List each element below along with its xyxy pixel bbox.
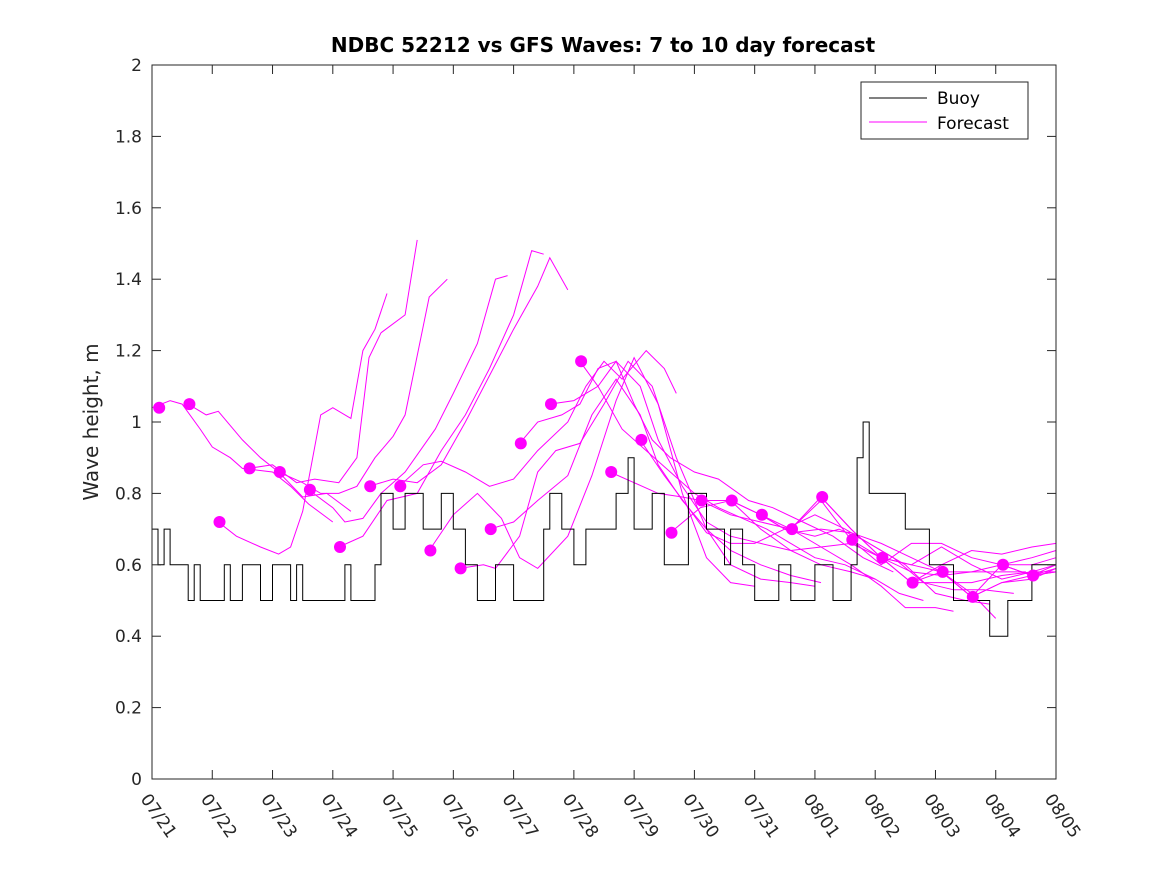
forecast-marker xyxy=(213,516,226,528)
buoy-line xyxy=(152,421,1056,637)
forecast-lines xyxy=(151,239,1057,619)
x-tick-label: 07/26 xyxy=(437,790,481,842)
forecast-run-line xyxy=(639,439,990,605)
forecast-run-line xyxy=(151,400,334,523)
x-tick-label: 07/30 xyxy=(678,790,722,842)
plot-area xyxy=(151,64,1057,780)
y-tick-label: 2 xyxy=(131,56,142,76)
x-tick-label: 08/05 xyxy=(1040,790,1084,842)
forecast-marker xyxy=(424,544,437,557)
forecast-marker xyxy=(906,576,919,589)
x-tick-label: 07/23 xyxy=(256,790,300,842)
x-tick-label: 07/28 xyxy=(558,790,602,842)
forecast-marker xyxy=(997,558,1009,571)
forecast-marker xyxy=(755,508,768,521)
y-tick-label: 1.2 xyxy=(115,342,142,362)
y-tick-label: 1 xyxy=(131,413,142,433)
x-tick-label: 08/03 xyxy=(919,790,963,842)
forecast-run-line xyxy=(459,360,815,587)
legend-buoy-label: Buoy xyxy=(937,89,980,109)
forecast-marker xyxy=(665,526,678,539)
forecast-marker xyxy=(334,541,346,553)
forecast-run-line xyxy=(398,349,677,487)
forecast-marker xyxy=(484,523,497,536)
x-tick-label: 07/22 xyxy=(196,790,240,842)
x-tick-label: 08/02 xyxy=(859,790,903,842)
x-tick-label: 07/27 xyxy=(498,790,542,842)
forecast-marker xyxy=(936,565,949,578)
forecast-marker xyxy=(243,462,256,475)
forecast-marker xyxy=(575,355,588,368)
forecast-run-line xyxy=(609,471,954,612)
x-tick-label: 07/25 xyxy=(377,790,421,842)
forecast-marker xyxy=(514,437,527,450)
legend-box xyxy=(860,81,1029,140)
forecast-marker xyxy=(273,466,286,478)
x-tick-label: 07/24 xyxy=(317,790,361,842)
forecast-run-line xyxy=(308,275,508,523)
legend-forecast-label: Forecast xyxy=(937,114,1009,134)
buoy-series-line xyxy=(152,421,1056,637)
y-tick-label: 0.8 xyxy=(115,484,142,504)
forecast-run-line xyxy=(760,496,1057,580)
forecast-marker xyxy=(816,491,829,503)
y-tick-label: 1.4 xyxy=(115,270,142,290)
forecast-run-line xyxy=(428,356,755,587)
forecast-marker xyxy=(876,551,889,564)
forecast-marker xyxy=(183,398,196,411)
forecast-marker xyxy=(725,494,738,507)
forecast-marker xyxy=(1027,569,1040,582)
forecast-run-line xyxy=(519,360,876,580)
y-tick-label: 0.2 xyxy=(115,699,142,719)
forecast-markers xyxy=(153,355,1040,603)
forecast-marker xyxy=(545,398,557,411)
forecast-marker xyxy=(605,466,618,478)
forecast-marker xyxy=(303,483,316,496)
plot-background xyxy=(152,65,1056,779)
x-tick-label: 08/04 xyxy=(980,790,1024,842)
x-tick-label: 07/31 xyxy=(739,790,783,842)
x-tick-label: 08/01 xyxy=(799,790,843,842)
forecast-marker xyxy=(454,562,467,575)
y-tick-label: 1.8 xyxy=(115,127,142,147)
forecast-run-line xyxy=(549,360,894,573)
x-tick-label: 07/21 xyxy=(136,790,180,842)
forecast-marker xyxy=(846,533,859,546)
forecast-marker xyxy=(635,433,648,446)
chart-title: NDBC 52212 vs GFS Waves: 7 to 10 day for… xyxy=(331,33,876,57)
forecast-marker xyxy=(786,523,798,536)
x-tick-label: 07/29 xyxy=(618,790,662,842)
forecast-marker xyxy=(695,494,708,507)
forecast-marker xyxy=(153,401,166,414)
forecast-marker xyxy=(394,480,407,493)
y-axis: 0 0.2 0.4 0.6 0.8 1 1.2 1.4 1.6 1.8 2 xyxy=(115,56,1056,790)
forecast-marker xyxy=(364,480,377,493)
legend: Buoy Forecast xyxy=(860,81,1029,140)
forecast-run-line xyxy=(489,378,822,584)
forecast-run-line xyxy=(338,249,544,548)
y-tick-label: 1.6 xyxy=(115,199,142,219)
forecast-run-line xyxy=(217,293,388,555)
y-tick-label: 0.4 xyxy=(115,627,142,647)
y-tick-label: 0.6 xyxy=(115,556,142,576)
forecast-run-line xyxy=(790,499,1057,566)
y-axis-label: Wave height, m xyxy=(79,343,103,500)
forecast-run-line xyxy=(187,403,352,512)
y-tick-label: 0 xyxy=(131,770,142,790)
forecast-marker xyxy=(966,590,979,603)
